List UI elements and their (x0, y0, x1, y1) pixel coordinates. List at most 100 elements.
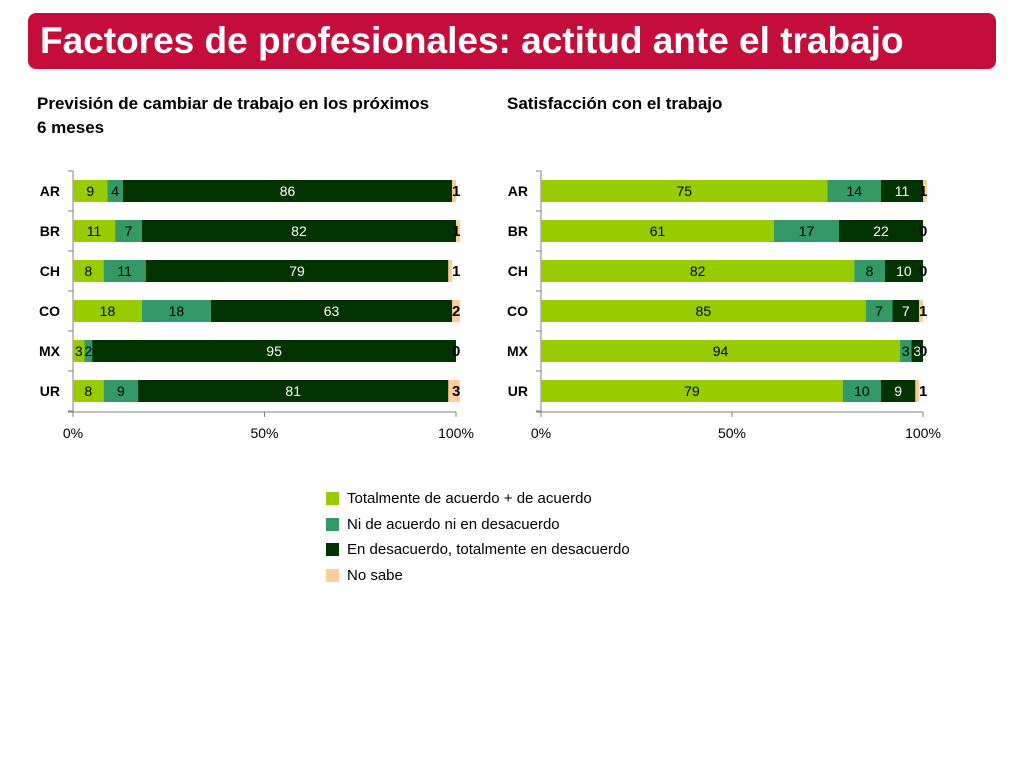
data-label: 18 (169, 303, 185, 319)
data-label: 11 (87, 223, 102, 239)
chart-title-cambio-trabajo: Previsión de cambiar de trabajo en los p… (37, 94, 430, 137)
chart-title-satisfaccion: Satisfacción con el trabajo (507, 94, 723, 113)
bar-segment (842, 380, 881, 402)
data-label: 3 (75, 343, 83, 359)
category-label: BR (40, 223, 60, 239)
data-label: 11 (895, 183, 910, 199)
bar-segment (880, 380, 916, 402)
bar-segment (838, 220, 923, 242)
legend-item: Totalmente de acuerdo + de acuerdo (326, 486, 630, 512)
data-label: 9 (86, 183, 94, 199)
bar-segment (541, 260, 855, 282)
bar-segment (73, 380, 104, 402)
data-label: 85 (696, 303, 712, 319)
bar-segment (448, 380, 460, 402)
data-label: 61 (650, 223, 666, 239)
bar-segment (107, 180, 123, 202)
data-label: 1 (919, 183, 927, 200)
bar-segment (73, 340, 85, 362)
data-label: 1 (452, 223, 460, 240)
data-label: 82 (291, 223, 307, 239)
data-label: 95 (266, 343, 282, 359)
bar-segment (210, 300, 453, 322)
category-label: CH (508, 263, 528, 279)
x-tick-label: 100% (905, 425, 941, 441)
x-tick-label: 0% (63, 425, 83, 441)
legend-swatch (326, 568, 339, 582)
bar-segment (73, 300, 142, 322)
data-label: 8 (866, 263, 874, 279)
data-label: 3 (902, 343, 910, 359)
legend-swatch (326, 517, 339, 531)
bar-segment (541, 300, 866, 322)
data-label: 7 (125, 223, 133, 239)
bar-segment (923, 180, 927, 202)
data-label: 1 (919, 303, 927, 320)
data-label: 9 (117, 383, 125, 399)
legend-swatch (326, 492, 339, 506)
data-label: 17 (799, 223, 815, 239)
bar-segment (103, 380, 139, 402)
bar-segment (452, 300, 460, 322)
category-label: AR (508, 183, 528, 199)
data-label: 82 (690, 263, 706, 279)
title-banner: Factores de profesionales: actitud ante … (28, 13, 996, 69)
bar-segment (122, 180, 453, 202)
x-tick-label: 50% (250, 425, 278, 441)
data-label: 1 (452, 263, 460, 280)
bar-segment (138, 380, 449, 402)
data-label: 14 (846, 183, 862, 199)
bar-segment (73, 180, 108, 202)
data-label: 10 (896, 263, 912, 279)
data-label: 18 (100, 303, 116, 319)
data-label: 0 (919, 263, 927, 280)
page-title: Factores de profesionales: actitud ante … (40, 20, 904, 61)
bar-segment (915, 380, 920, 402)
bar-segment (911, 340, 923, 362)
bar-segment (541, 340, 901, 362)
category-label: MX (507, 343, 529, 359)
data-label: 3 (913, 343, 921, 359)
category-label: UR (508, 383, 528, 399)
bar-segment (919, 300, 923, 322)
data-label: 2 (84, 343, 92, 359)
data-label: 3 (452, 383, 460, 400)
bar-segment (541, 220, 775, 242)
bar-segment (92, 340, 457, 362)
bar-segment (73, 220, 116, 242)
data-label: 0 (452, 343, 460, 360)
data-label: 4 (111, 183, 119, 199)
bar-segment (145, 260, 449, 282)
data-label: 2 (452, 303, 460, 320)
legend-swatch (326, 543, 339, 557)
category-label: CH (40, 263, 60, 279)
bar-segment (452, 180, 456, 202)
bar-segment (73, 260, 104, 282)
data-label: 0 (919, 223, 927, 240)
bar-segment (456, 220, 460, 242)
legend-item: Ni de acuerdo ni en desacuerdo (326, 512, 630, 538)
data-label: 8 (84, 263, 92, 279)
data-label: 1 (452, 183, 460, 200)
bar-segment (103, 260, 146, 282)
data-label: 94 (713, 343, 729, 359)
data-label: 7 (875, 303, 883, 319)
bar-segment (884, 260, 923, 282)
data-label: 81 (285, 383, 301, 399)
legend-item: No sabe (326, 563, 630, 589)
data-label: 86 (280, 183, 296, 199)
data-label: 0 (919, 343, 927, 360)
legend: Totalmente de acuerdo + de acuerdo Ni de… (326, 486, 630, 588)
legend-label: Totalmente de acuerdo + de acuerdo (347, 490, 592, 508)
bar-segment (774, 220, 839, 242)
legend-label: En desacuerdo, totalmente en desacuerdo (347, 541, 630, 559)
bar-segment (892, 300, 920, 322)
data-label: 22 (873, 223, 889, 239)
data-label: 75 (676, 183, 692, 199)
category-label: CO (39, 303, 60, 319)
category-label: BR (508, 223, 528, 239)
bar-segment (141, 220, 456, 242)
x-tick-label: 100% (438, 425, 474, 441)
